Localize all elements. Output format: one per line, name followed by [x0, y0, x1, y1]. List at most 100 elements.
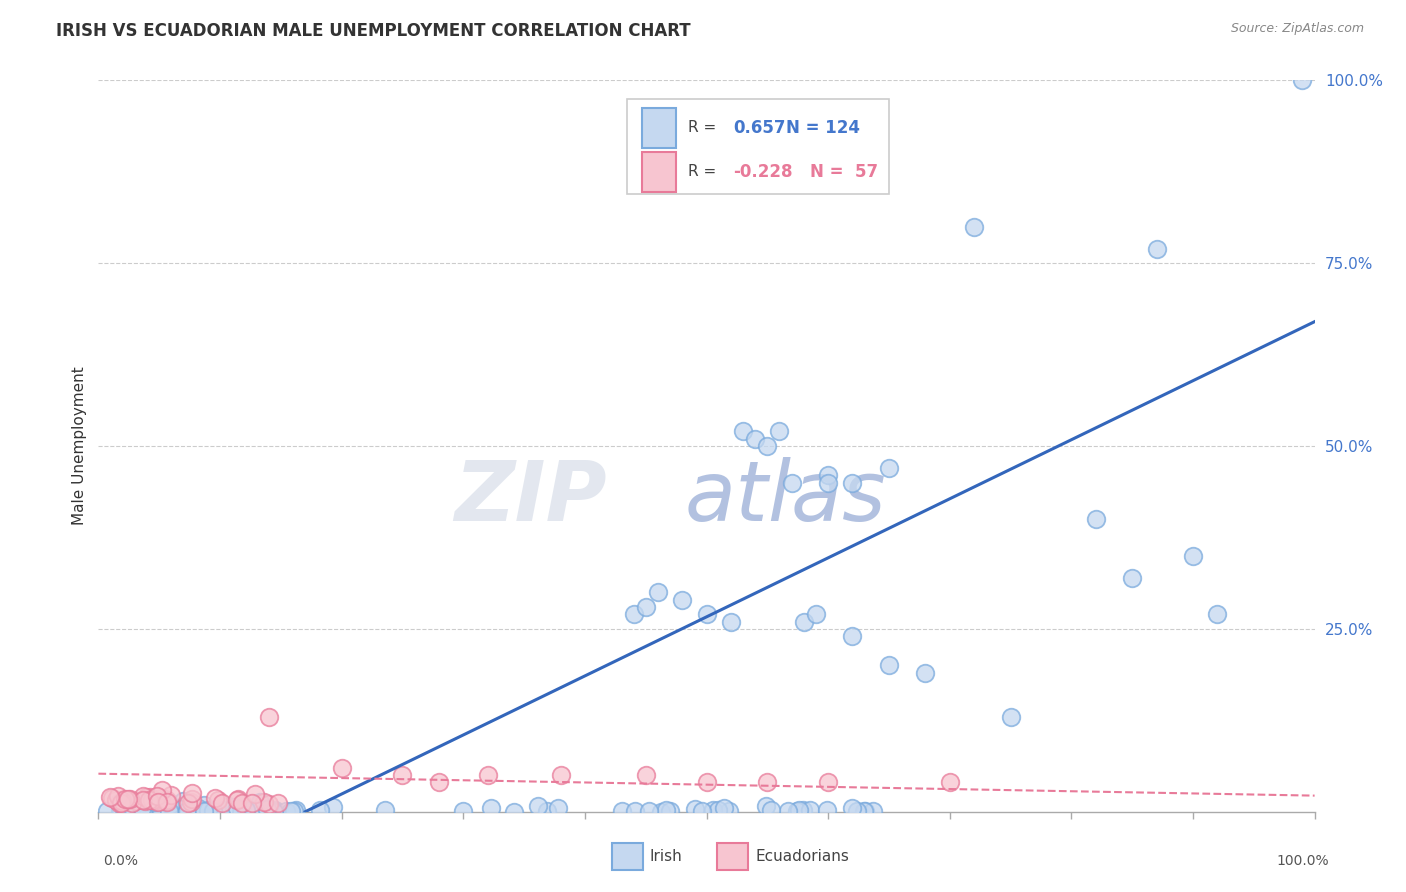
Point [170, 800, 193, 814]
Point [193, 798, 215, 813]
Point [166, 805, 188, 819]
Point [226, 792, 249, 806]
Point [150, 791, 173, 805]
Point [330, 761, 353, 775]
Point [768, 425, 790, 439]
Point [713, 801, 735, 815]
Point [157, 804, 180, 818]
Text: Source: ZipAtlas.com: Source: ZipAtlas.com [1230, 22, 1364, 36]
Point [744, 432, 766, 446]
Point [162, 801, 184, 815]
Text: Ecuadorians: Ecuadorians [755, 849, 849, 863]
Point [853, 805, 876, 819]
Point [156, 792, 179, 806]
Point [815, 803, 838, 817]
Point [280, 804, 302, 818]
Point [226, 801, 249, 815]
Point [245, 803, 267, 817]
Point [322, 800, 344, 814]
FancyBboxPatch shape [627, 99, 889, 194]
Point [181, 792, 204, 806]
Point [780, 475, 803, 490]
Point [226, 792, 249, 806]
Point [707, 803, 730, 817]
Text: 100.0%: 100.0% [1277, 854, 1329, 868]
Point [141, 793, 163, 807]
Point [264, 804, 287, 818]
Point [176, 804, 198, 818]
Point [647, 585, 669, 599]
Point [156, 805, 179, 819]
Point [374, 803, 396, 817]
Point [129, 804, 152, 818]
Point [731, 425, 754, 439]
Point [658, 804, 681, 818]
Point [235, 804, 257, 818]
Point [634, 768, 657, 782]
Point [169, 802, 191, 816]
Text: R =: R = [689, 120, 717, 136]
Point [817, 475, 839, 490]
Point [720, 615, 742, 629]
Point [159, 803, 181, 817]
Point [197, 803, 219, 817]
Point [135, 801, 157, 815]
Point [240, 796, 263, 810]
Point [139, 789, 162, 804]
Point [132, 801, 155, 815]
Point [249, 795, 271, 809]
Point [877, 461, 900, 475]
Point [610, 804, 633, 818]
Point [146, 795, 169, 809]
Text: atlas: atlas [685, 457, 886, 538]
Point [841, 475, 863, 490]
Point [214, 804, 236, 818]
Point [159, 798, 181, 813]
Point [231, 805, 253, 819]
Point [120, 792, 142, 806]
Point [108, 796, 131, 810]
Point [117, 791, 139, 805]
Point [111, 794, 134, 808]
Point [285, 803, 308, 817]
Point [156, 795, 179, 809]
Point [156, 798, 179, 813]
Point [536, 805, 558, 819]
Point [671, 592, 693, 607]
Point [756, 775, 779, 789]
Point [143, 798, 166, 813]
Point [696, 775, 718, 789]
Point [841, 801, 863, 815]
Point [817, 775, 839, 789]
Point [211, 796, 233, 810]
Point [276, 804, 298, 818]
Point [138, 799, 160, 814]
Point [550, 768, 572, 782]
Point [160, 789, 183, 803]
Point [696, 607, 718, 622]
Point [263, 805, 285, 819]
Point [761, 803, 783, 817]
Point [845, 804, 868, 818]
Text: 0.657: 0.657 [734, 119, 786, 136]
Point [148, 804, 170, 818]
Point [146, 805, 169, 819]
Point [222, 800, 245, 814]
Point [193, 804, 215, 818]
Text: R =: R = [689, 164, 717, 179]
Point [231, 801, 253, 815]
Point [283, 804, 305, 818]
Point [202, 804, 225, 818]
Point [218, 799, 240, 814]
Point [263, 803, 285, 817]
Point [638, 804, 661, 818]
Point [778, 805, 800, 819]
Point [309, 804, 332, 818]
Point [939, 775, 962, 789]
Point [207, 793, 229, 807]
Point [131, 801, 153, 815]
Point [1084, 512, 1107, 526]
Point [655, 803, 678, 817]
Point [172, 794, 194, 808]
Point [134, 794, 156, 808]
